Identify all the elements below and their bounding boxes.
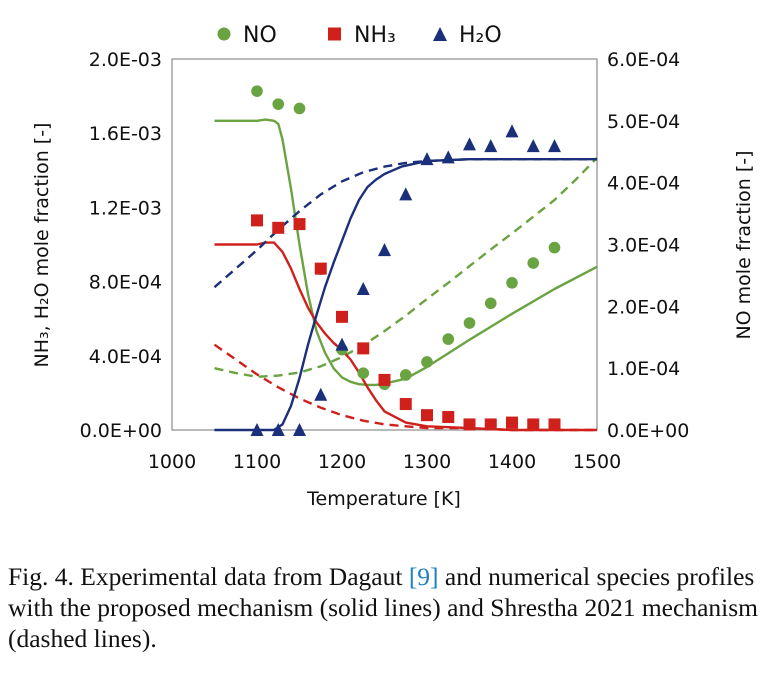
h2o-point-1350 <box>463 137 476 151</box>
legend-marker-h2o <box>433 27 447 41</box>
markers <box>250 85 561 436</box>
h2o-point-1275 <box>399 187 413 201</box>
y-left-tick-8-0e-04: 8.0E-04 <box>89 272 162 294</box>
h2o-point-1250 <box>378 243 391 257</box>
no-point-1375 <box>484 297 497 310</box>
nh3-point-1100 <box>251 214 263 227</box>
x-tick-1300: 1300 <box>403 451 451 473</box>
y-left-tick-1-6e-03: 1.6E-03 <box>89 123 162 145</box>
caption-suffix: and numerical species profiles with the … <box>8 562 758 653</box>
nh3-point-1125 <box>272 221 285 234</box>
h2o-point-1100 <box>250 423 264 436</box>
h2o-point-1150 <box>293 423 306 436</box>
y-left-axis-ticks: 0.0E+00 4.0E-04 8.0E-04 1.2E-03 1.6E-03 2.0E-… <box>80 49 162 442</box>
x-tick-1000: 1000 <box>148 451 196 473</box>
plot-frame <box>171 58 598 431</box>
y-right-tick-6-0e-04: 6.0E-04 <box>607 49 680 71</box>
chart: NO NH₃ H₂O 1000 1100 1200 1300 1400 1500 0.0E… <box>31 23 755 510</box>
h2o-point-1400 <box>505 124 519 138</box>
legend-marker-no <box>217 27 231 41</box>
no-point-1225 <box>357 367 370 379</box>
legend-label-no: NO <box>243 23 277 48</box>
no-point-1150 <box>293 102 306 115</box>
y-right-tick-1-0e-04: 1.0E-04 <box>607 358 680 380</box>
h2o-point-1450 <box>548 139 561 153</box>
dashed-curve-2 <box>214 157 598 378</box>
nh3-point-1200 <box>336 310 348 323</box>
legend-label-h2o: H₂O <box>459 23 502 48</box>
h2o-point-1325 <box>441 150 455 164</box>
nh3-point-1250 <box>378 373 391 386</box>
nh3-point-1400 <box>506 416 518 429</box>
y-left-tick-2-0e-03: 2.0E-03 <box>89 49 162 71</box>
caption-reference-link[interactable]: [9] <box>408 562 439 591</box>
figure-caption: Fig. 4. Experimental data from Dagaut [9… <box>8 561 778 654</box>
h2o-point-1300 <box>420 152 434 166</box>
no-point-1275 <box>399 369 412 381</box>
y-right-tick-2-0e-04: 2.0E-04 <box>607 296 680 318</box>
y-right-tick-3-0e-04: 3.0E-04 <box>607 235 680 257</box>
nh3-point-1225 <box>357 342 370 355</box>
nh3-point-1175 <box>314 262 327 275</box>
y-right-axis-label: NO mole fraction [-] <box>733 150 755 339</box>
no-point-1100 <box>251 85 263 97</box>
x-tick-1200: 1200 <box>318 451 366 473</box>
no-point-1450 <box>548 241 561 254</box>
curves <box>213 118 598 432</box>
dashed-curve-4 <box>213 343 597 432</box>
no-point-1125 <box>272 98 285 110</box>
x-axis-label: Temperature [K] <box>306 488 461 510</box>
y-left-tick-4-0e-04: 4.0E-04 <box>89 346 162 368</box>
nh3-point-1150 <box>293 218 306 231</box>
h2o-point-1375 <box>484 139 498 153</box>
h2o-point-1225 <box>356 282 370 296</box>
h2o-point-1425 <box>526 139 540 153</box>
legend-marker-nh3 <box>328 27 341 41</box>
x-tick-1400: 1400 <box>488 451 536 473</box>
y-left-tick-1-2e-03: 1.2E-03 <box>89 197 162 219</box>
caption-prefix: Fig. 4. Experimental data from Dagaut <box>8 562 409 591</box>
nh3-point-1350 <box>463 418 476 431</box>
y-right-tick-5-0e-04: 5.0E-04 <box>607 111 680 133</box>
no-point-1300 <box>421 356 433 368</box>
x-tick-1500: 1500 <box>573 451 621 473</box>
nh3-point-1325 <box>442 411 455 424</box>
no-point-1350 <box>463 317 476 329</box>
no-point-1425 <box>527 257 540 269</box>
h2o-point-1125 <box>271 423 285 436</box>
no-point-1400 <box>506 277 518 289</box>
dashed-curve-6 <box>213 158 597 289</box>
nh3-point-1375 <box>484 418 497 431</box>
x-tick-1100: 1100 <box>233 451 281 473</box>
nh3-point-1425 <box>527 418 540 431</box>
nh3-point-1300 <box>421 409 433 422</box>
legend: NO NH₃ H₂O <box>217 23 502 48</box>
y-right-tick-4-0e-04: 4.0E-04 <box>607 173 680 195</box>
y-left-tick-0-0e-00: 0.0E+00 <box>80 420 162 442</box>
legend-label-nh3: NH₃ <box>354 23 396 48</box>
y-right-axis-ticks: 0.0E+00 1.0E-04 2.0E-04 3.0E-04 4.0E-04 5.0E-… <box>607 49 689 442</box>
h2o-point-1200 <box>335 337 349 351</box>
no-point-1325 <box>442 333 455 345</box>
x-axis-ticks: 1000 1100 1200 1300 1400 1500 <box>148 451 621 473</box>
y-left-axis-label: NH₃, H₂O mole fraction [-] <box>31 123 53 368</box>
nh3-point-1450 <box>548 418 561 431</box>
h2o-point-1175 <box>314 387 328 401</box>
y-right-tick-0-0e-00: 0.0E+00 <box>607 420 689 442</box>
nh3-point-1275 <box>399 398 412 411</box>
